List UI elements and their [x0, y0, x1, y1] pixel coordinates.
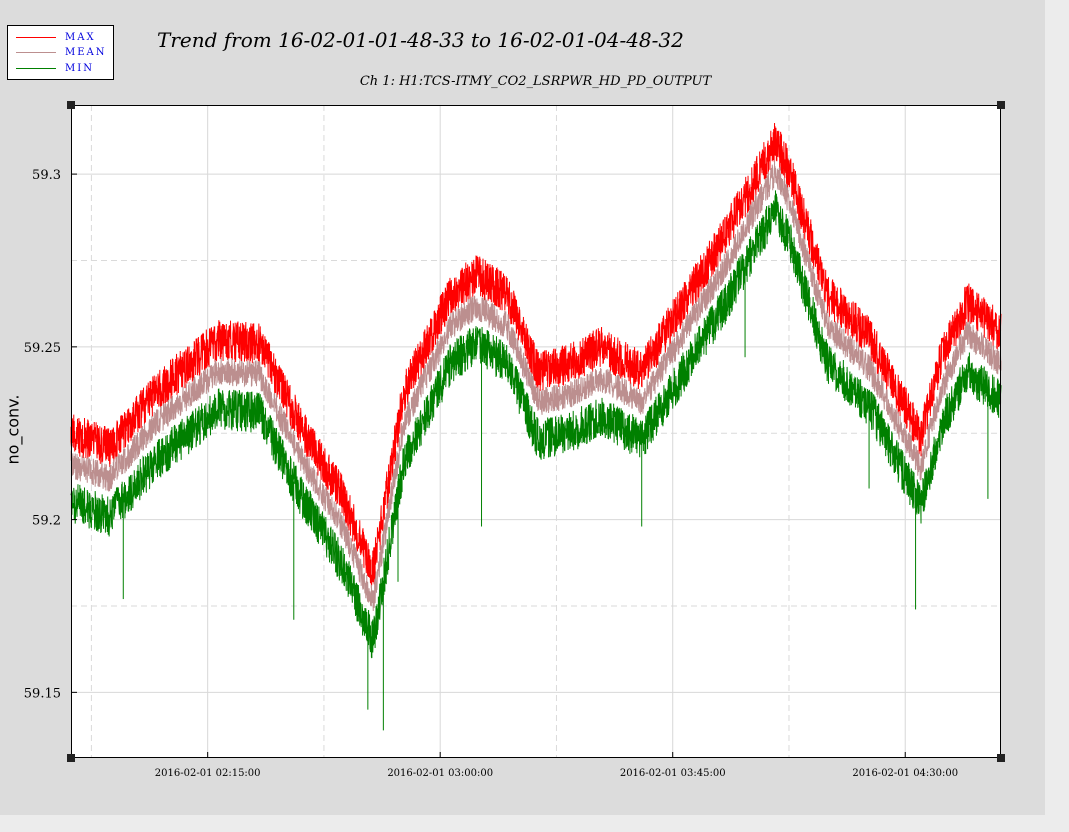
- chart-title: Trend from 16-02-01-01-48-33 to 16-02-01…: [157, 28, 684, 52]
- x-tick-label: 2016-02-01 02:15:00: [155, 768, 261, 779]
- legend-swatch-max: [16, 37, 56, 38]
- legend-item-mean: MEAN: [8, 46, 115, 60]
- legend-item-min: MIN: [8, 62, 115, 76]
- legend-label-max: MAX: [65, 32, 96, 43]
- y-tick-label: 59.25: [24, 341, 61, 356]
- series-max-line: [70, 123, 1002, 588]
- axis-ticks: 59.15 59.2 59.25 59.3 2016-02-01 02:15:00 201…: [24, 168, 958, 779]
- legend-item-max: MAX: [8, 31, 115, 45]
- plot-frame: [71, 105, 1001, 758]
- y-tick-label: 59.2: [32, 514, 61, 529]
- chart-subtitle-text: Ch 1: H1:TCS-ITMY_CO2_LSRPWR_HD_PD_OUTPU…: [359, 74, 712, 89]
- series-min-line: [70, 190, 1002, 659]
- grid-lines: [71, 105, 1001, 758]
- y-tick-label: 59.15: [24, 686, 61, 701]
- corner-handle[interactable]: [67, 754, 75, 762]
- chart-subtitle: Ch 1: H1:TCS-ITMY_CO2_LSRPWR_HD_PD_OUTPU…: [0, 74, 1069, 89]
- series-layer: [70, 123, 1002, 731]
- corner-handle[interactable]: [997, 754, 1005, 762]
- corner-handle[interactable]: [997, 101, 1005, 109]
- legend-label-min: MIN: [65, 63, 94, 74]
- series-mean-line: [70, 161, 1002, 612]
- x-tick-label: 2016-02-01 03:00:00: [387, 768, 493, 779]
- plot-corner-handles[interactable]: [67, 101, 1005, 762]
- window-right-strip: [1045, 0, 1069, 832]
- corner-handle[interactable]: [67, 101, 75, 109]
- chart-legend: MAX MEAN MIN: [7, 25, 114, 80]
- window-bottom-strip: [0, 815, 1045, 832]
- legend-swatch-mean: [16, 52, 56, 53]
- y-tick-label: 59.3: [32, 168, 61, 183]
- legend-swatch-min: [16, 68, 56, 69]
- x-tick-label: 2016-02-01 04:30:00: [852, 768, 958, 779]
- legend-label-mean: MEAN: [65, 47, 107, 58]
- x-tick-label: 2016-02-01 03:45:00: [620, 768, 726, 779]
